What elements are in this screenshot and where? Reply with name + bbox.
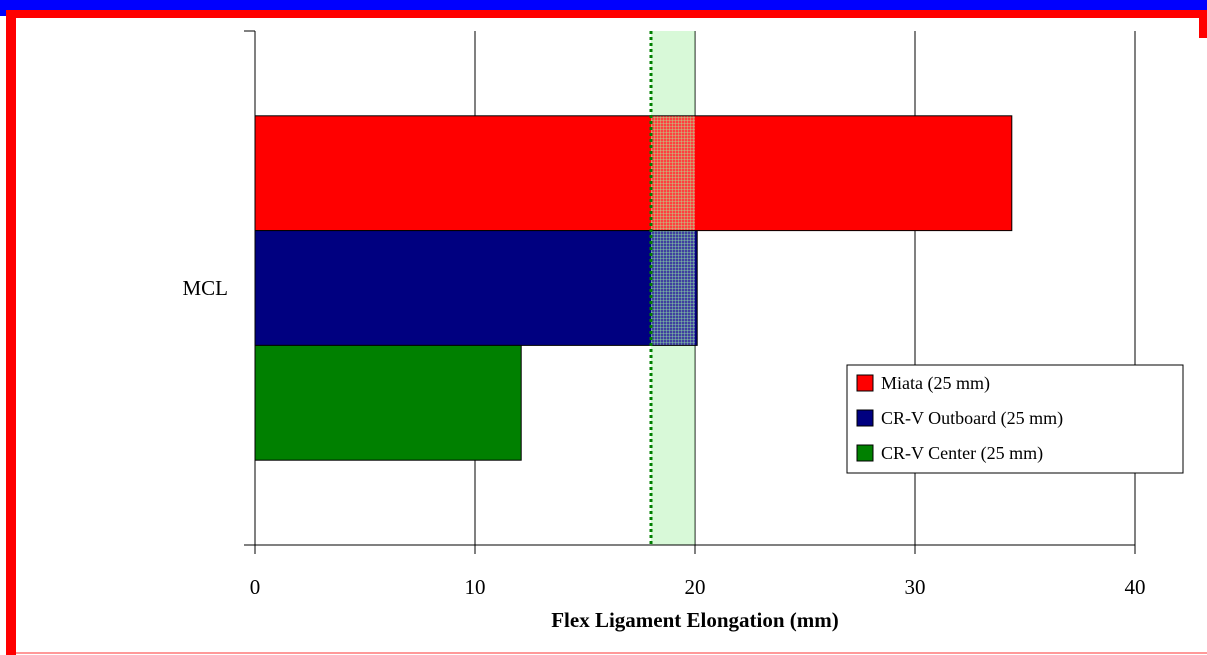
frame-red-right xyxy=(1199,18,1207,38)
frame-blue-left xyxy=(0,0,6,16)
x-axis-title: Flex Ligament Elongation (mm) xyxy=(551,608,839,632)
frame-blue-top xyxy=(0,0,1207,10)
legend-swatch-series-0 xyxy=(856,374,874,392)
x-tick-label-20: 20 xyxy=(685,575,706,599)
bar-mcl-series-1 xyxy=(254,230,698,346)
frame-bottom-line xyxy=(16,652,1207,654)
plot-area: MCL 0 10 20 30 40 Flex Ligament Elongation (mm… xyxy=(182,30,1146,632)
frame-red-top xyxy=(6,10,1207,18)
frame-red-left xyxy=(6,10,16,655)
legend-swatch-series-1 xyxy=(856,409,874,427)
category-label-mcl: MCL xyxy=(182,276,228,300)
x-tick-label-0: 0 xyxy=(250,575,261,599)
bar-band-overlay-series-1 xyxy=(651,231,695,345)
x-tick-label-40: 40 xyxy=(1125,575,1146,599)
bar-band-overlay-series-0 xyxy=(651,116,695,231)
bar-mcl-series-0 xyxy=(254,115,1013,232)
x-tick-label-30: 30 xyxy=(905,575,926,599)
legend-label-series-0: Miata (25 mm) xyxy=(881,373,990,394)
legend-label-series-1: CR-V Outboard (25 mm) xyxy=(881,408,1063,429)
legend-box xyxy=(846,364,1184,474)
bar-mcl-series-2 xyxy=(254,344,522,461)
legend-label-series-2: CR-V Center (25 mm) xyxy=(881,443,1043,464)
x-tick-label-10: 10 xyxy=(465,575,486,599)
legend: Miata (25 mm) CR-V Outboard (25 mm) CR-V C… xyxy=(846,364,1184,474)
legend-swatch-series-2 xyxy=(856,444,874,462)
